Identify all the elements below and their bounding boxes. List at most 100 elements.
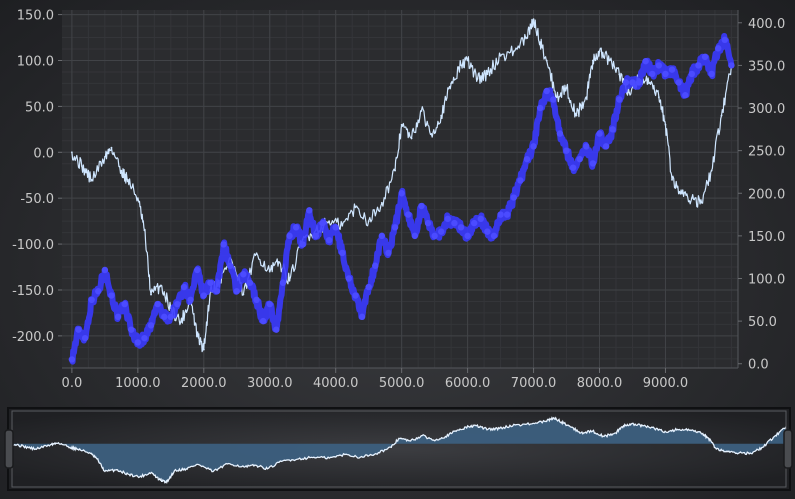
series-1-point xyxy=(70,151,73,154)
overview-right-handle[interactable] xyxy=(783,429,793,469)
x-tick-label: 2000.0 xyxy=(181,376,227,391)
series-1-point xyxy=(592,59,594,62)
series-2-point xyxy=(372,262,379,269)
series-2-point xyxy=(616,96,623,103)
series-2-point xyxy=(385,249,392,257)
series-2-point xyxy=(180,283,188,291)
overview-left-handle[interactable] xyxy=(4,429,14,469)
series-1-point xyxy=(450,82,453,85)
series-2-point xyxy=(503,211,511,218)
series-2-point xyxy=(339,249,346,257)
series-1-point xyxy=(720,114,723,117)
series-1-point xyxy=(618,73,621,76)
series-1-point xyxy=(341,224,344,227)
series-2-point xyxy=(655,62,663,69)
series-2-point xyxy=(187,296,194,304)
series-2-point xyxy=(556,130,564,137)
y-right-tick-label: 50.0 xyxy=(748,315,777,330)
y-left-tick-label: 100.0 xyxy=(17,54,54,69)
series-2-point xyxy=(484,228,491,235)
x-tick-label: 8000.0 xyxy=(577,376,623,391)
series-2-point xyxy=(708,70,715,78)
series-2-point xyxy=(378,232,386,240)
series-2-point xyxy=(220,241,227,248)
series-2-point xyxy=(121,300,128,308)
series-2-point xyxy=(240,271,247,278)
series-2-point xyxy=(405,211,412,218)
series-2-point xyxy=(675,79,682,86)
series-1-point xyxy=(400,123,403,126)
x-axis: 0.0 1000.0 2000.0 3000.0 4000.0 5000.0 6000.0 7… xyxy=(62,368,688,391)
y-right-tick-label: 300.0 xyxy=(748,102,785,117)
y-right-tick-label: 350.0 xyxy=(748,59,785,74)
series-2-point xyxy=(154,300,161,308)
series-1-point xyxy=(512,50,515,53)
y-right-tick-label: 100.0 xyxy=(748,273,785,288)
series-2-point xyxy=(292,224,300,231)
series-1-point xyxy=(648,82,650,85)
series-2-point xyxy=(174,300,181,308)
series-1-point xyxy=(367,220,370,223)
series-2-point xyxy=(161,313,168,321)
overview-line xyxy=(12,416,786,485)
series-2 xyxy=(68,33,735,365)
series-2-point xyxy=(128,326,135,333)
series-1-point xyxy=(179,321,182,324)
series-2-point xyxy=(451,219,458,227)
series-1-point xyxy=(202,348,205,351)
series-2-point xyxy=(200,292,207,299)
series-1-point xyxy=(657,96,660,99)
series-1-point xyxy=(690,197,693,200)
series-2-point xyxy=(279,279,287,286)
series-2-point xyxy=(114,313,122,321)
series-1-point xyxy=(160,284,162,287)
series-2-point xyxy=(411,232,419,240)
series-1-point xyxy=(532,18,535,21)
series-1-point xyxy=(127,178,129,181)
series-2-point xyxy=(622,79,630,86)
y-axis-right: 400.0 350.0 300.0 250.0 200.0 150.0 100.0 50.0 0… xyxy=(738,17,785,373)
series-2-point xyxy=(550,96,557,103)
series-2-point xyxy=(728,62,735,69)
series-2-point xyxy=(233,288,240,295)
series-1-point xyxy=(410,137,413,140)
series-2-point xyxy=(325,236,333,244)
y-left-tick-label: -100.0 xyxy=(12,238,54,253)
series-2-point xyxy=(246,279,254,286)
series-1-point xyxy=(555,96,558,99)
series-2-point xyxy=(635,79,643,86)
series-1-point xyxy=(150,293,152,296)
series-2-point xyxy=(81,334,89,342)
series-2-point xyxy=(536,104,544,112)
series-1-point xyxy=(288,279,291,282)
series-1-point xyxy=(710,169,713,172)
x-tick-label: 1000.0 xyxy=(115,376,161,391)
series-2-point xyxy=(95,288,102,295)
plot-area[interactable] xyxy=(62,10,739,369)
series-1-point xyxy=(466,59,469,62)
series-2-point xyxy=(642,57,649,65)
series-2-point xyxy=(352,292,359,299)
series-2-point xyxy=(273,326,280,333)
series-2-point xyxy=(576,155,583,163)
series-2-point xyxy=(695,62,702,69)
series-2-point xyxy=(563,147,570,154)
series-1-point xyxy=(110,146,113,149)
series-1-point xyxy=(103,155,106,158)
series-1-point xyxy=(628,91,631,94)
series-2-point xyxy=(589,160,597,167)
series-1-point xyxy=(196,334,199,337)
series-1-point xyxy=(328,220,331,223)
series-2-point xyxy=(510,194,517,201)
series-1-point xyxy=(598,50,601,53)
x-tick-label: 3000.0 xyxy=(247,376,293,391)
series-2-point xyxy=(108,292,115,299)
series-2-point xyxy=(715,45,722,52)
series-1-point xyxy=(526,36,528,39)
y-right-tick-label: 400.0 xyxy=(748,17,785,32)
series-2-point xyxy=(147,322,155,329)
series-1-point xyxy=(120,169,123,172)
series-1-point xyxy=(255,252,258,255)
series-2-point xyxy=(299,241,306,248)
overview-scrollbar[interactable] xyxy=(4,407,793,491)
